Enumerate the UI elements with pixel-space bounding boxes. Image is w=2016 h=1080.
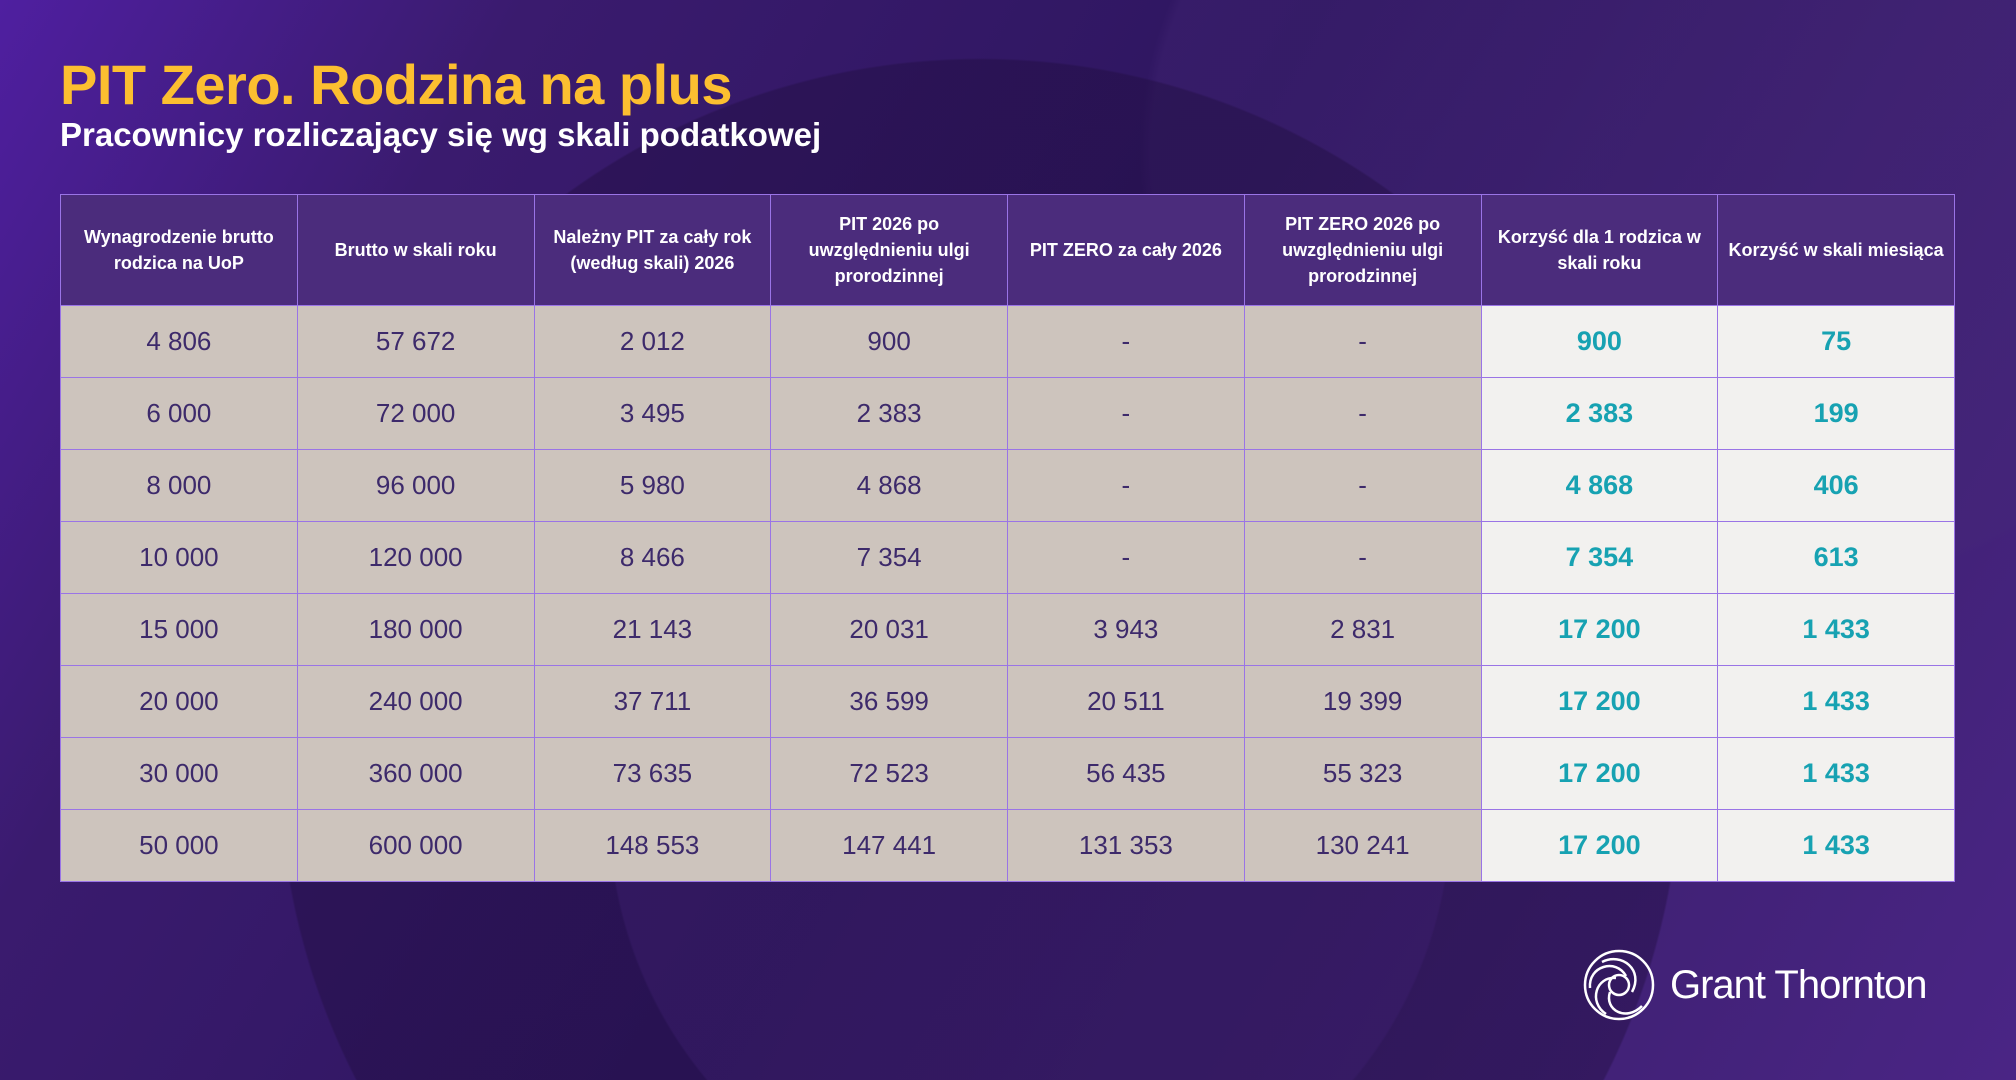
table-cell: 900 (770, 305, 1008, 378)
column-header: Wynagrodzenie brutto rodzica na UoP (60, 194, 298, 306)
table-cell: 50 000 (60, 809, 298, 882)
table-cell: 75 (1717, 305, 1955, 378)
table-cell: 55 323 (1243, 737, 1482, 810)
column-header: Należny PIT za cały rok (według skali) 2… (533, 194, 772, 306)
table-cell: 4 868 (1480, 449, 1719, 522)
table-cell: 120 000 (296, 521, 535, 594)
column-header: PIT 2026 po uwzględnieniu ulgi prorodzin… (770, 194, 1008, 306)
table-cell: 20 511 (1007, 665, 1245, 738)
table-row: 8 000 96 000 5 980 4 868- -4 868 406 (60, 449, 1955, 522)
table-header-row: Wynagrodzenie brutto rodzica na UoP Brutt… (60, 194, 1955, 306)
table-cell: 37 711 (533, 665, 772, 738)
table-cell: 96 000 (296, 449, 535, 522)
table-cell: 57 672 (296, 305, 535, 378)
table-cell: 1 433 (1717, 593, 1955, 666)
table-cell: 613 (1717, 521, 1955, 594)
table-cell: 240 000 (296, 665, 535, 738)
table-cell: - (1007, 305, 1245, 378)
table-cell: 7 354 (1480, 521, 1719, 594)
table-cell: 360 000 (296, 737, 535, 810)
table-cell: 7 354 (770, 521, 1008, 594)
table-cell: - (1243, 305, 1482, 378)
table-cell: 73 635 (533, 737, 772, 810)
page-title: PIT Zero. Rodzina na plus (60, 53, 733, 116)
column-header: Korzyść dla 1 rodzica w skali roku (1480, 194, 1719, 306)
table-cell: 3 495 (533, 377, 772, 450)
table-row: 20 000 240 000 37 711 36 599 20 511 19 399 17 … (60, 665, 1955, 738)
page-subtitle: Pracownicy rozliczający się wg skali pod… (60, 116, 822, 153)
table-cell: 406 (1717, 449, 1955, 522)
table-cell: 1 433 (1717, 809, 1955, 882)
table-row: 4 806 57 672 2 012 900- -900 75 (60, 305, 1955, 378)
table-cell: - (1243, 449, 1482, 522)
table-row: 15 000 180 000 21 143 20 031 3 943 2 831 17 20… (60, 593, 1955, 666)
table-cell: 5 980 (533, 449, 772, 522)
table-body: 4 806 57 672 2 012 900- -900 75 6 000 72 000 3 4… (60, 305, 1955, 882)
grant-thornton-swirl-icon (1583, 949, 1655, 1021)
table-row: 50 000 600 000 148 553 147 441 131 353 130 24… (60, 809, 1955, 882)
table-cell: 2 012 (533, 305, 772, 378)
tax-table: Wynagrodzenie brutto rodzica na UoP Brutt… (60, 194, 1955, 882)
table-cell: - (1007, 449, 1245, 522)
table-cell: 17 200 (1480, 665, 1719, 738)
table-cell: 36 599 (770, 665, 1008, 738)
table-cell: 20 031 (770, 593, 1008, 666)
table-cell: 10 000 (60, 521, 298, 594)
table-cell: 6 000 (60, 377, 298, 450)
column-header: PIT ZERO 2026 po uwzględnieniu ulgi pror… (1243, 194, 1482, 306)
table-cell: 21 143 (533, 593, 772, 666)
table-cell: 131 353 (1007, 809, 1245, 882)
table-row: 6 000 72 000 3 495 2 383- -2 383 199 (60, 377, 1955, 450)
column-header: Brutto w skali roku (296, 194, 535, 306)
table-cell: 72 000 (296, 377, 535, 450)
table-cell: 3 943 (1007, 593, 1245, 666)
column-header: PIT ZERO za cały 2026 (1007, 194, 1245, 306)
table-cell: 72 523 (770, 737, 1008, 810)
table-row: 30 000 360 000 73 635 72 523 56 435 55 323 17 … (60, 737, 1955, 810)
table-cell: 8 000 (60, 449, 298, 522)
table-cell: 17 200 (1480, 809, 1719, 882)
grant-thornton-logo: Grant Thornton (1582, 948, 1928, 1022)
table-cell: 2 383 (1480, 377, 1719, 450)
table-cell: 199 (1717, 377, 1955, 450)
table-cell: 17 200 (1480, 737, 1719, 810)
table-cell: 180 000 (296, 593, 535, 666)
table-cell: 1 433 (1717, 665, 1955, 738)
table-cell: - (1007, 377, 1245, 450)
table-cell: 4 868 (770, 449, 1008, 522)
table-cell: 1 433 (1717, 737, 1955, 810)
table-cell: 20 000 (60, 665, 298, 738)
table-cell: 56 435 (1007, 737, 1245, 810)
table-cell: - (1243, 521, 1482, 594)
table-cell: 4 806 (60, 305, 298, 378)
table-cell: - (1243, 377, 1482, 450)
table-cell: 15 000 (60, 593, 298, 666)
logo-text: Grant Thornton (1670, 962, 1928, 1007)
table-cell: - (1007, 521, 1245, 594)
table-cell: 130 241 (1243, 809, 1482, 882)
table-cell: 2 383 (770, 377, 1008, 450)
table-cell: 2 831 (1243, 593, 1482, 666)
table-cell: 900 (1480, 305, 1719, 378)
table-cell: 30 000 (60, 737, 298, 810)
table-row: 10 000 120 000 8 466 7 354- -7 354 613 (60, 521, 1955, 594)
table-cell: 148 553 (533, 809, 772, 882)
table-cell: 600 000 (296, 809, 535, 882)
table-cell: 147 441 (770, 809, 1008, 882)
table-cell: 17 200 (1480, 593, 1719, 666)
table-cell: 19 399 (1243, 665, 1482, 738)
column-header: Korzyść w skali miesiąca (1717, 194, 1955, 306)
table-cell: 8 466 (533, 521, 772, 594)
